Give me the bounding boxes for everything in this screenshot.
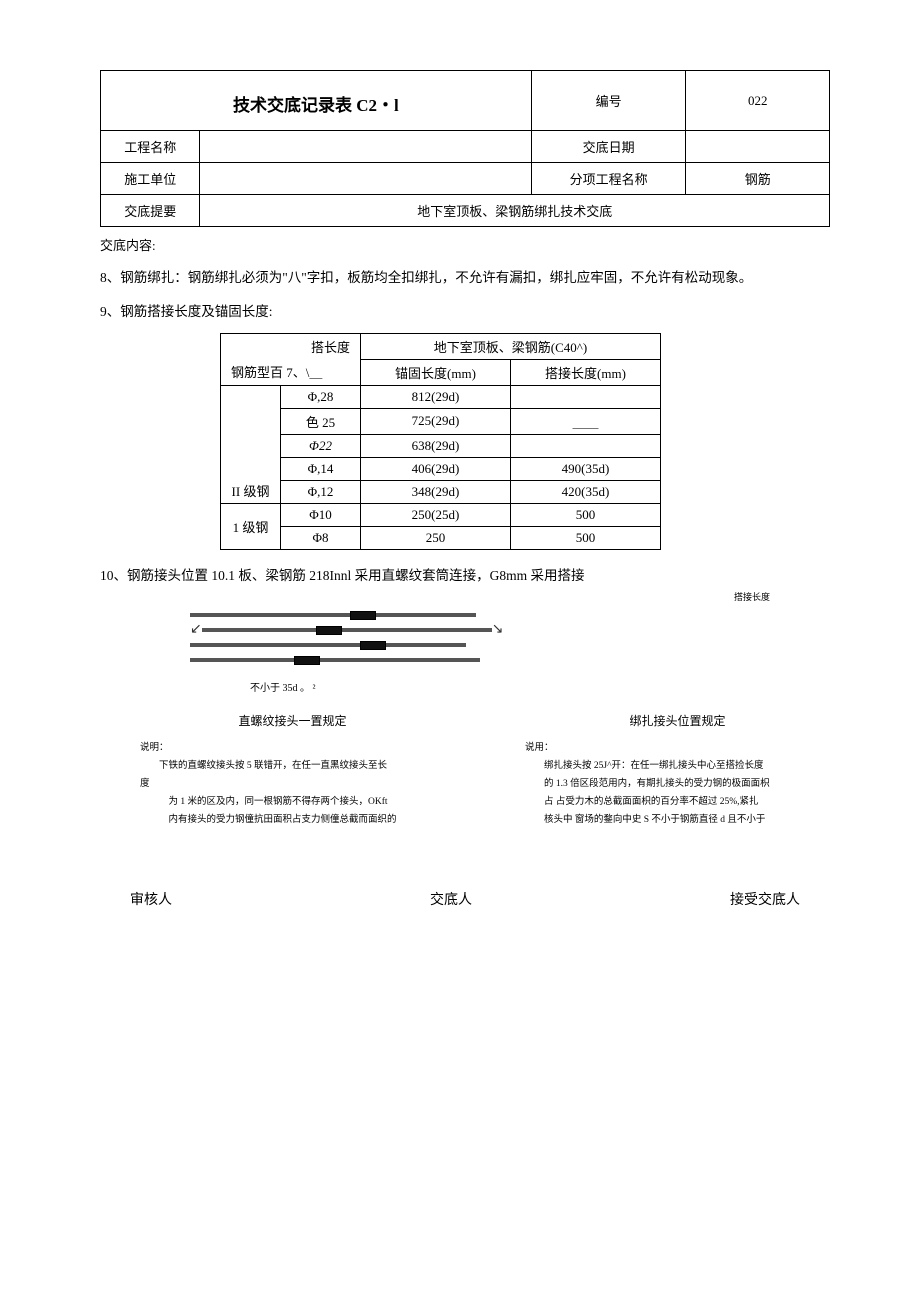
bar <box>320 658 480 662</box>
rebar-row-1 <box>190 611 830 620</box>
doc-title: 技术交底记录表 C2・l <box>101 71 532 131</box>
lap-3: 490(35d) <box>511 457 661 480</box>
left-note: 说明： 下铁的直螺纹接头按 5 联错开，在任一直黑纹接头至长 度 为 1 米的区… <box>140 739 445 829</box>
subproj-label: 分项工程名称 <box>531 163 686 195</box>
spec-2: Φ22 <box>281 434 361 457</box>
grade-2: II 级钢 <box>221 385 281 503</box>
hdr-type: 钢筋型百 7、\＿ <box>221 359 361 385</box>
anchor-6: 250 <box>361 526 511 549</box>
note-line: 内有接头的受力钢僮抗田面积占支力侧僮总截而面织的 <box>140 811 445 829</box>
right-note: 说用： 绑扎接头按 25J^开：在任一绑扎接头中心至搭捡长度 的 1.3 倍区段… <box>525 739 830 829</box>
left-title: 直螺纹接头一置规定 <box>140 712 445 729</box>
para-9: 9、钢筋搭接长度及锚固长度: <box>100 298 830 326</box>
spec-4: Φ,12 <box>281 480 361 503</box>
bar <box>226 628 316 632</box>
summary-value: 地下室顶板、梁钢筋绑扎技术交底 <box>200 195 830 227</box>
bar <box>190 643 360 647</box>
right-column: 绑扎接头位置规定 说用： 绑扎接头按 25J^开：在任一绑扎接头中心至搭捡长度 … <box>525 712 830 829</box>
date-label: 交底日期 <box>531 131 686 163</box>
note-line: 占 占受力木的总截面面枳的百分率不超过 25%,紧扎 <box>525 793 830 811</box>
lap-6: 500 <box>511 526 661 549</box>
spec-5: Φ10 <box>281 503 361 526</box>
anchor-3: 406(29d) <box>361 457 511 480</box>
bar <box>190 658 224 662</box>
caption-lap: 搭接长度 <box>100 590 770 603</box>
unit-label: 施工单位 <box>101 163 200 195</box>
bar <box>190 613 350 617</box>
header-table: 技术交底记录表 C2・l 编号 022 工程名称 交底日期 施工单位 分项工程名… <box>100 70 830 227</box>
rebar-row-4 <box>190 656 830 665</box>
arrow-right-icon: ↘ <box>492 628 504 632</box>
spec-1: 色 25 <box>281 408 361 434</box>
rebar-diagram: ↙ ↘ <box>190 611 830 665</box>
anchor-0: 812(29d) <box>361 385 511 408</box>
proj-name-value <box>200 131 531 163</box>
coupler-icon <box>294 656 320 665</box>
notes-columns: 直螺纹接头一置规定 说明： 下铁的直螺纹接头按 5 联错开，在任一直黑纹接头至长… <box>140 712 830 829</box>
anchor-2: 638(29d) <box>361 434 511 457</box>
date-value <box>686 131 830 163</box>
left-column: 直螺纹接头一置规定 说明： 下铁的直螺纹接头按 5 联错开，在任一直黑纹接头至长… <box>140 712 445 829</box>
note-label: 说用： <box>525 743 554 753</box>
approver-label: 审核人 <box>130 889 172 909</box>
subproj-value: 钢筋 <box>686 163 830 195</box>
bar <box>202 628 226 632</box>
spec-0: Φ,28 <box>281 385 361 408</box>
note-label: 说明： <box>140 743 169 753</box>
rebar-table: 搭长度 地下室顶板、梁钢筋(C40^) 钢筋型百 7、\＿ 锚固长度(mm) 搭… <box>220 333 661 550</box>
rebar-row-2: ↙ ↘ <box>190 626 830 635</box>
proj-name-label: 工程名称 <box>101 131 200 163</box>
lap-0 <box>511 385 661 408</box>
bar <box>342 628 492 632</box>
hdr-lap: 搭接长度(mm) <box>511 359 661 385</box>
para-10: 10、钢筋接头位置 10.1 板、梁钢筋 218Innl 采用直螺纹套筒连接，G… <box>100 564 830 584</box>
content-label: 交底内容: <box>100 235 830 254</box>
spec-6: Φ8 <box>281 526 361 549</box>
lap-5: 500 <box>511 503 661 526</box>
lap-2 <box>511 434 661 457</box>
anchor-1: 725(29d) <box>361 408 511 434</box>
coupler-icon <box>350 611 376 620</box>
coupler-icon <box>316 626 342 635</box>
lap-4: 420(35d) <box>511 480 661 503</box>
hdr-splice: 搭长度 <box>221 333 361 359</box>
note-line: 核头中 窗场的鍪向中史 S 不小于钢筋直径 d 且不小于 <box>525 811 830 829</box>
num-label: 编号 <box>531 71 686 131</box>
hdr-anchor: 锚固长度(mm) <box>361 359 511 385</box>
note-35d: 不小于 35d 。 ² <box>250 679 830 694</box>
hdr-section: 地下室顶板、梁钢筋(C40^) <box>361 333 661 359</box>
anchor-5: 250(25d) <box>361 503 511 526</box>
spec-3: Φ,14 <box>281 457 361 480</box>
right-title: 绑扎接头位置规定 <box>525 712 830 729</box>
num-value: 022 <box>686 71 830 131</box>
receiver-label: 接受交底人 <box>730 889 800 909</box>
anchor-4: 348(29d) <box>361 480 511 503</box>
note-line: 度 <box>140 779 150 789</box>
note-line: 下铁的直螺纹接头按 5 联错开，在任一直黑纹接头至长 <box>140 757 445 775</box>
note-line: 的 1.3 倍区段范用内，有期扎接头的受力钢的极面面枳 <box>525 775 830 793</box>
rebar-row-3 <box>190 641 830 650</box>
submitter-label: 交底人 <box>430 889 472 909</box>
note-line: 为 1 米的区及内，同一根钢筋不得存两个接头，OKft <box>140 793 445 811</box>
summary-label: 交底提要 <box>101 195 200 227</box>
grade-1: 1 级钢 <box>221 503 281 549</box>
arrow-left-icon: ↙ <box>190 628 202 632</box>
lap-1: ＿＿ <box>511 408 661 434</box>
signatures: 审核人 交底人 接受交底人 <box>130 889 800 909</box>
bar <box>224 658 294 662</box>
unit-value <box>200 163 531 195</box>
bar <box>376 613 476 617</box>
bar <box>386 643 466 647</box>
coupler-icon <box>360 641 386 650</box>
note-line: 绑扎接头按 25J^开：在任一绑扎接头中心至搭捡长度 <box>525 757 830 775</box>
para-8: 8、钢筋绑扎：钢筋绑扎必须为"八"字扣，板筋均全扣绑扎，不允许有漏扣，绑扎应牢固… <box>100 264 830 292</box>
